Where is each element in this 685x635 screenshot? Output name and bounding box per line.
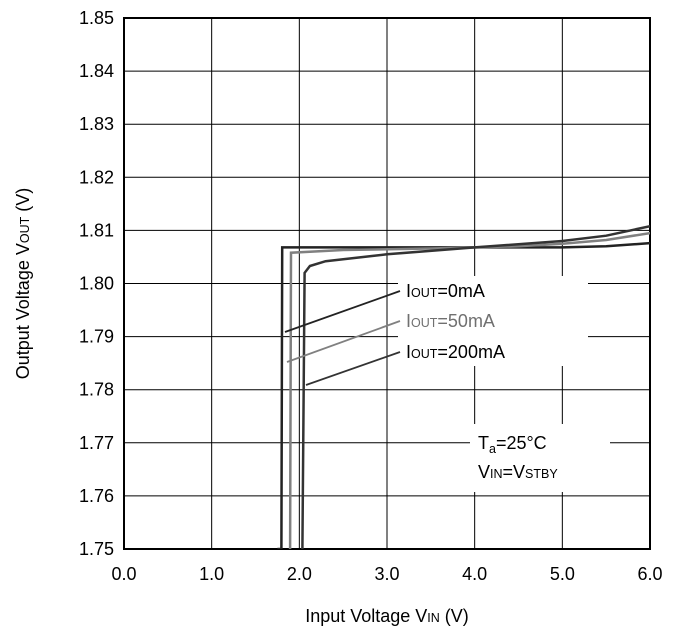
y-tick-label: 1.80 bbox=[79, 274, 114, 294]
y-tick-label: 1.77 bbox=[79, 433, 114, 453]
y-axis-label: Output Voltage VOUT (V) bbox=[13, 188, 33, 380]
y-tick-label: 1.78 bbox=[79, 380, 114, 400]
legend-leader-lines bbox=[284, 290, 401, 386]
x-tick-label: 3.0 bbox=[374, 564, 399, 584]
y-tick-label: 1.75 bbox=[79, 539, 114, 559]
y-tick-label: 1.85 bbox=[79, 8, 114, 28]
legend-label-0: IOUT=0mA bbox=[406, 281, 485, 301]
voltage-condition: VIN=VSTBY bbox=[478, 462, 558, 482]
legend-background bbox=[398, 276, 588, 366]
conditions-note-background bbox=[470, 424, 610, 492]
legend-leader-1 bbox=[286, 320, 401, 363]
legend-leader-2 bbox=[305, 351, 401, 386]
plot-area-border bbox=[123, 17, 651, 550]
x-tick-label: 6.0 bbox=[637, 564, 662, 584]
y-tick-label: 1.82 bbox=[79, 167, 114, 187]
y-tick-label: 1.79 bbox=[79, 327, 114, 347]
legend-label-1: IOUT=50mA bbox=[406, 311, 495, 331]
legend: IOUT=0mA IOUT=50mA IOUT=200mA bbox=[284, 276, 588, 386]
legend-label-2: IOUT=200mA bbox=[406, 342, 505, 362]
series-lines bbox=[277, 224, 650, 549]
temperature-condition: Ta=25°C bbox=[478, 433, 547, 456]
y-tick-label: 1.76 bbox=[79, 486, 114, 506]
series-line-2 bbox=[301, 224, 650, 549]
y-tick-label: 1.83 bbox=[79, 114, 114, 134]
conditions-note: Ta=25°C VIN=VSTBY bbox=[470, 424, 610, 492]
series-line-1 bbox=[288, 231, 650, 549]
y-tick-label: 1.84 bbox=[79, 61, 114, 81]
x-tick-label: 2.0 bbox=[287, 564, 312, 584]
y-tick-label: 1.81 bbox=[79, 220, 114, 240]
x-axis-label: Input Voltage VIN (V) bbox=[305, 606, 469, 626]
x-tick-label: 4.0 bbox=[462, 564, 487, 584]
legend-leader-0 bbox=[284, 290, 401, 333]
legend-labels: IOUT=0mA IOUT=50mA IOUT=200mA bbox=[406, 281, 505, 362]
tick-labels: 0.0 1.0 2.0 3.0 4.0 5.0 6.0 1.75 1.76 1.77 1.78 1.7… bbox=[79, 8, 663, 584]
x-tick-label: 1.0 bbox=[199, 564, 224, 584]
x-tick-label: 0.0 bbox=[111, 564, 136, 584]
x-tick-label: 5.0 bbox=[550, 564, 575, 584]
